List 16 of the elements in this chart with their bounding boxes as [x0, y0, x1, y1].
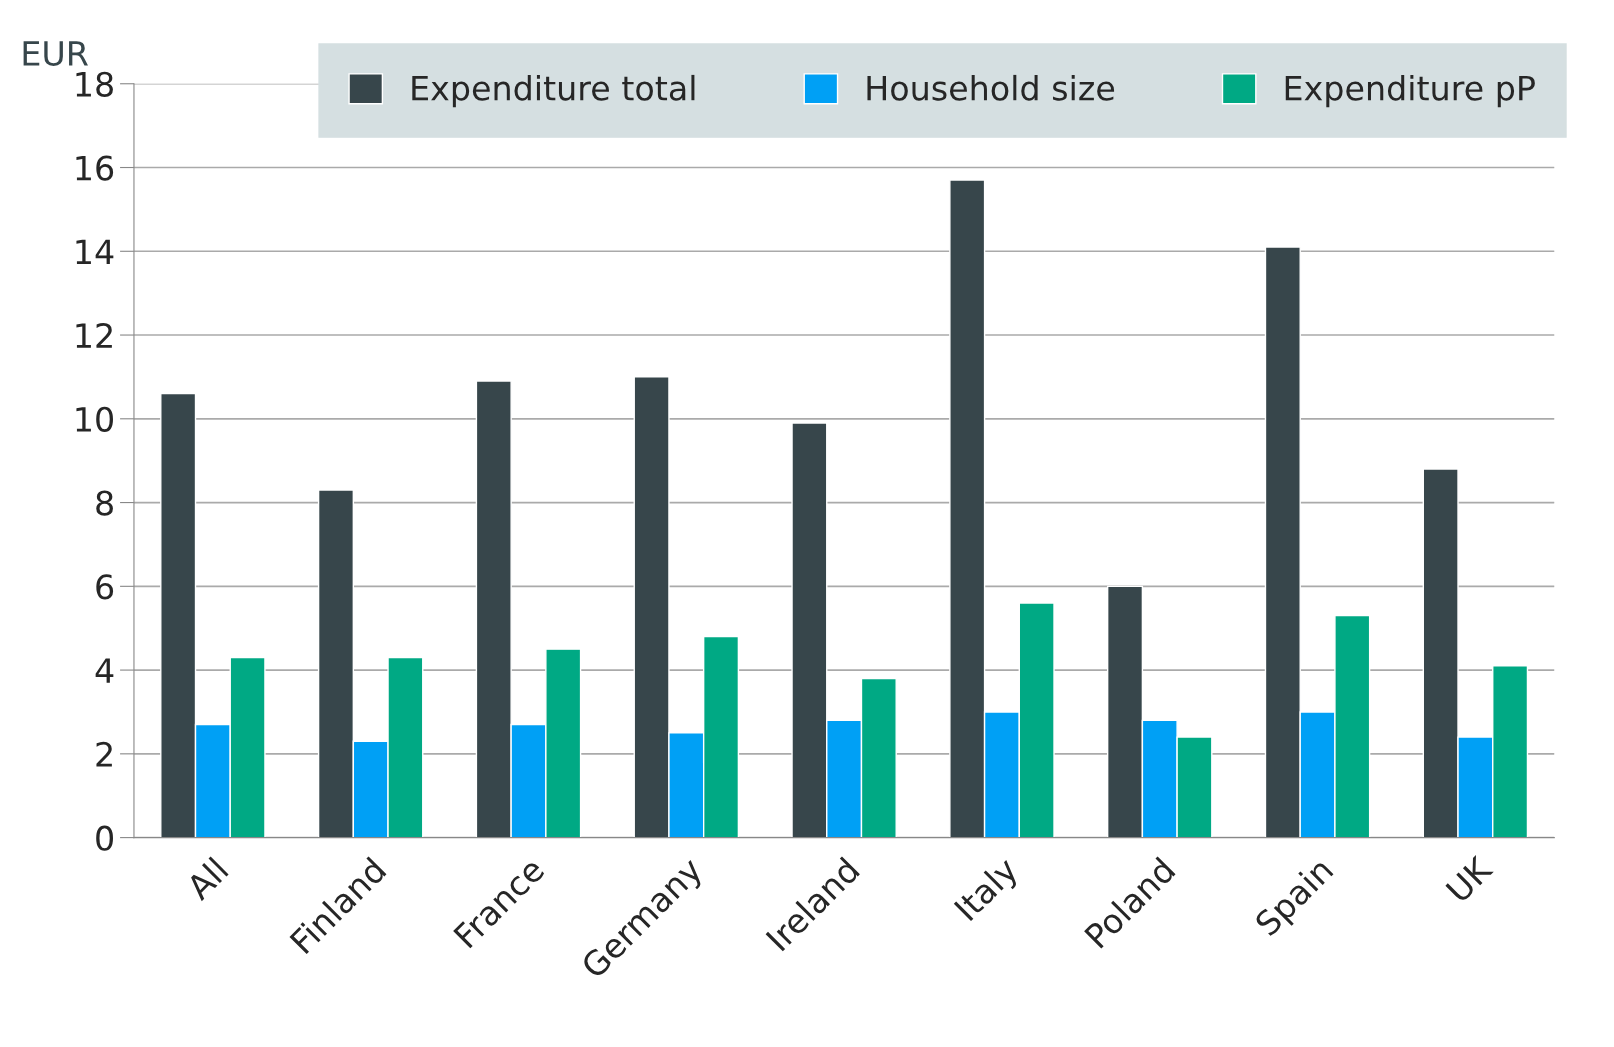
x-tick-label: UK	[1445, 854, 1495, 904]
y-tick-label: 14	[76, 239, 114, 264]
legend-label: Expenditure total	[412, 74, 695, 108]
y-tick-label: 16	[76, 155, 114, 181]
y-axis-title: EUR	[23, 41, 88, 66]
y-tick-label: 4	[95, 658, 114, 683]
y-tick-label: 2	[96, 741, 112, 767]
y-tick-label: 0	[96, 825, 113, 851]
x-tick-label: All	[183, 856, 229, 902]
y-tick-label: 6	[96, 574, 114, 600]
y-tick-label: 10	[76, 406, 113, 432]
y-tick-label: 12	[76, 322, 112, 348]
y-tick-label: 18	[76, 71, 113, 97]
legend-label: Household size	[867, 74, 1115, 101]
legend-label: Expenditure pP	[1285, 74, 1535, 108]
y-tick-label: 8	[96, 490, 113, 516]
